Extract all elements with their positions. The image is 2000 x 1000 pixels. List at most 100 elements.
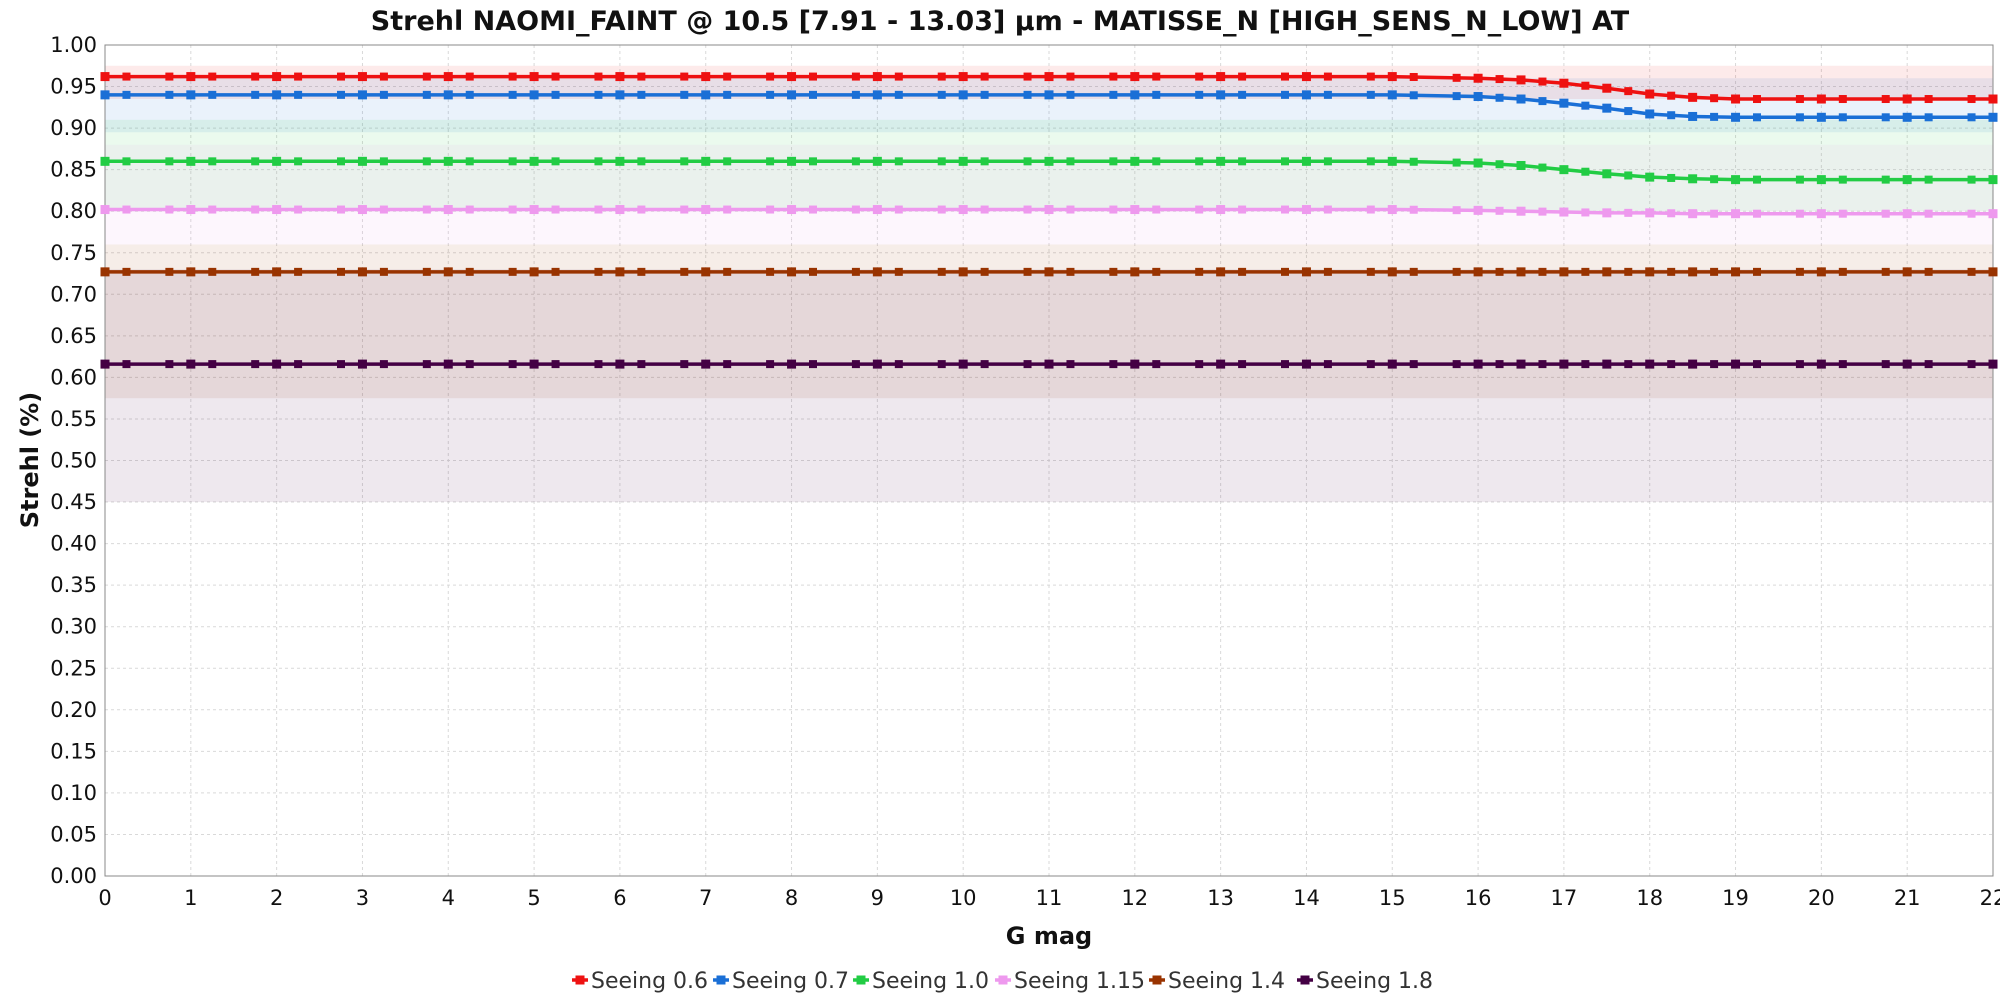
data-point-seeing-0-7 [1816, 112, 1826, 122]
data-point-seeing-0-6 [1688, 92, 1698, 102]
series-marker-seeing-0-6 [851, 72, 860, 81]
legend-item-seeing-0-6: Seeing 0.6 [572, 969, 708, 994]
series-marker-seeing-1-15 [1323, 205, 1332, 214]
series-marker-seeing-1-15 [1924, 209, 1933, 218]
series-marker-seeing-1-4 [337, 267, 345, 276]
data-point-seeing-0-6 [1816, 94, 1826, 104]
series-marker-seeing-1-15 [337, 205, 345, 214]
data-point-seeing-1-15 [615, 205, 625, 215]
series-marker-seeing-0-6 [1281, 72, 1289, 81]
x-tick-label: 6 [613, 886, 626, 910]
y-axis-ticks: 0.00 0.05 0.10 0.15 0.20 0.25 0.30 0.35 0.40 0.45… [50, 33, 97, 888]
data-point-seeing-1-4 [787, 267, 797, 277]
series-marker-seeing-1-8 [165, 360, 174, 369]
data-point-seeing-1-4 [1130, 267, 1140, 277]
data-point-seeing-1-8 [186, 359, 196, 369]
legend-swatch-marker [1300, 975, 1310, 985]
series-marker-seeing-1-4 [422, 267, 431, 276]
y-tick-label: 0.65 [50, 324, 97, 348]
series-marker-seeing-0-7 [294, 90, 303, 99]
data-point-seeing-1-0 [701, 156, 711, 166]
series-marker-seeing-1-4 [379, 267, 388, 276]
y-tick-label: 0.25 [50, 656, 97, 680]
data-point-seeing-0-6 [272, 72, 282, 82]
x-tick-label: 22 [1980, 886, 2000, 910]
x-tick-label: 17 [1551, 886, 1578, 910]
series-marker-seeing-1-15 [165, 205, 174, 214]
series-marker-seeing-0-7 [1409, 91, 1418, 100]
series-marker-seeing-0-6 [723, 72, 732, 81]
series-marker-seeing-0-6 [1023, 72, 1032, 81]
series-marker-seeing-1-8 [1238, 360, 1247, 369]
y-axis-label: Strehl (%) [16, 392, 44, 529]
series-marker-seeing-0-7 [937, 90, 946, 99]
data-point-seeing-0-6 [1130, 72, 1140, 82]
data-point-seeing-1-0 [1902, 175, 1912, 185]
series-marker-seeing-0-7 [594, 90, 603, 99]
series-marker-seeing-1-4 [937, 267, 946, 276]
series-marker-seeing-1-0 [337, 157, 345, 166]
data-point-seeing-1-8 [787, 359, 797, 369]
series-marker-seeing-1-15 [637, 205, 646, 214]
series-marker-seeing-0-6 [251, 72, 260, 81]
series-marker-seeing-1-15 [1667, 209, 1676, 218]
series-marker-seeing-1-8 [894, 360, 903, 369]
x-tick-label: 12 [1121, 886, 1148, 910]
legend-label: Seeing 0.7 [732, 969, 849, 994]
data-point-seeing-1-8 [100, 359, 110, 369]
data-point-seeing-1-0 [958, 156, 968, 166]
chart-title: Strehl NAOMI_FAINT @ 10.5 [7.91 - 13.03]… [371, 6, 1630, 37]
series-marker-seeing-1-0 [1753, 175, 1761, 184]
data-point-seeing-1-4 [958, 267, 968, 277]
y-tick-label: 0.50 [50, 449, 97, 473]
data-point-seeing-1-15 [787, 205, 797, 215]
series-marker-seeing-0-7 [422, 90, 431, 99]
series-marker-seeing-0-6 [379, 72, 388, 81]
data-point-seeing-1-4 [186, 267, 196, 277]
data-point-seeing-0-7 [1473, 92, 1483, 102]
series-marker-seeing-0-6 [1881, 95, 1890, 104]
series-marker-seeing-1-0 [1066, 157, 1075, 166]
legend-label: Seeing 0.6 [591, 969, 708, 994]
legend-swatch-marker [716, 975, 726, 985]
data-point-seeing-0-6 [443, 72, 453, 82]
series-marker-seeing-1-8 [980, 360, 989, 369]
series-marker-seeing-0-6 [422, 72, 431, 81]
data-point-seeing-0-6 [1516, 75, 1526, 85]
series-marker-seeing-1-8 [1409, 360, 1418, 369]
series-marker-seeing-0-7 [637, 90, 646, 99]
series-marker-seeing-1-4 [1495, 267, 1504, 276]
series-marker-seeing-0-6 [1795, 95, 1804, 104]
series-marker-seeing-1-4 [508, 267, 517, 276]
series-marker-seeing-1-0 [637, 157, 646, 166]
y-tick-label: 0.90 [50, 116, 97, 140]
series-marker-seeing-1-0 [894, 157, 903, 166]
data-point-seeing-1-15 [529, 205, 539, 215]
y-tick-label: 0.60 [50, 365, 97, 389]
series-marker-seeing-1-0 [1409, 157, 1418, 166]
series-marker-seeing-1-4 [1109, 267, 1118, 276]
data-point-seeing-0-6 [1602, 83, 1612, 93]
x-axis-ticks: 0 1 2 3 4 5 6 7 8 9 10 11 12 13 14 15 16 17 18 19 20 21 22 [98, 886, 2000, 910]
series-marker-seeing-1-8 [1323, 360, 1332, 369]
series-marker-seeing-0-6 [1452, 73, 1461, 82]
series-marker-seeing-0-6 [1581, 81, 1590, 90]
data-point-seeing-1-0 [1387, 156, 1397, 166]
series-marker-seeing-1-0 [422, 157, 431, 166]
series-marker-seeing-1-8 [208, 360, 217, 369]
series-marker-seeing-1-0 [1323, 157, 1332, 166]
data-point-seeing-0-7 [1301, 90, 1311, 100]
series-line-seeing-0-7 [105, 93, 1993, 120]
data-point-seeing-0-7 [1044, 90, 1054, 100]
data-point-seeing-1-8 [1988, 359, 1998, 369]
series-marker-seeing-1-15 [465, 205, 474, 214]
data-point-seeing-1-8 [1130, 359, 1140, 369]
data-point-seeing-1-0 [100, 156, 110, 166]
series-marker-seeing-1-8 [508, 360, 517, 369]
grid-lines [104, 44, 1994, 877]
data-point-seeing-0-7 [1516, 94, 1526, 104]
y-tick-label: 0.45 [50, 490, 97, 514]
series-marker-seeing-1-15 [1967, 209, 1976, 218]
series-marker-seeing-1-15 [1881, 209, 1890, 218]
data-point-seeing-1-15 [1473, 205, 1483, 215]
